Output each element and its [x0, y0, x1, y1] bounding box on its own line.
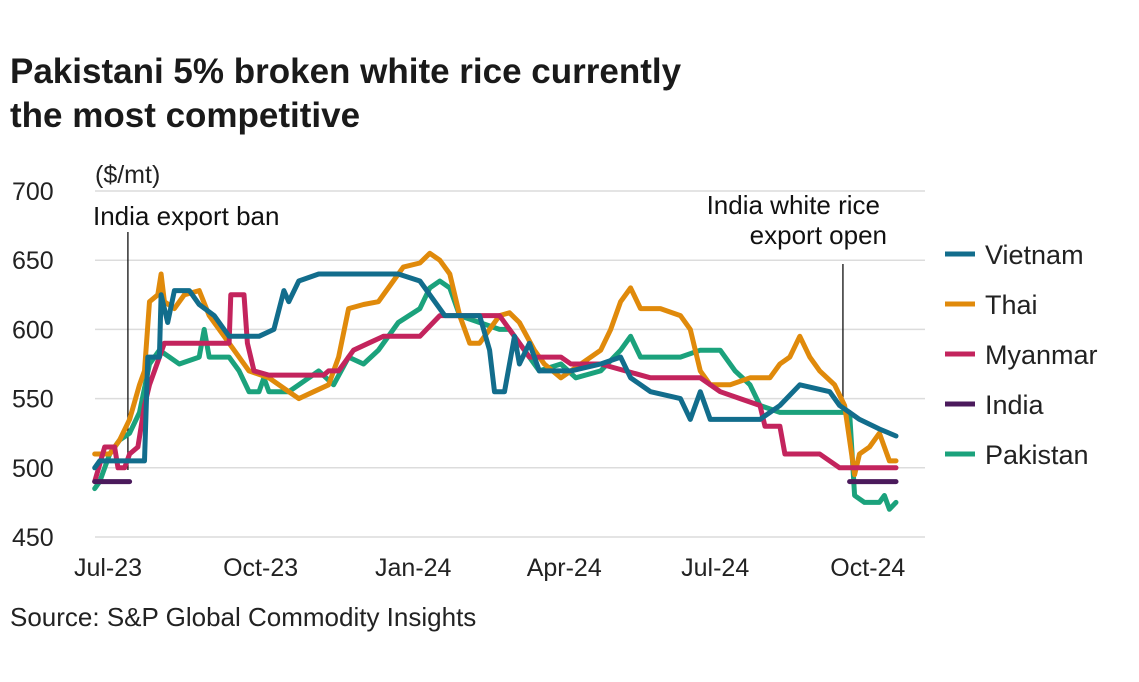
x-tick-label: Jan-24 — [375, 554, 452, 582]
series-line-thai — [92, 250, 899, 478]
series-line-myanmar — [92, 292, 899, 485]
annotation-label: export open — [750, 220, 887, 250]
y-tick-label: 600 — [12, 316, 54, 344]
y-axis-unit: ($/mt) — [95, 161, 160, 189]
source-note: Source: S&P Global Commodity Insights — [10, 602, 477, 632]
annotation-label: India white rice — [707, 190, 880, 220]
y-tick-label: 650 — [12, 247, 54, 275]
legend-label: Pakistan — [985, 440, 1089, 470]
x-tick-label: Apr-24 — [527, 554, 602, 582]
x-tick-label: Jul-24 — [681, 554, 749, 582]
series-line-pakistan — [92, 278, 899, 512]
x-tick-label: Oct-24 — [830, 554, 905, 582]
legend-label: Myanmar — [985, 340, 1098, 370]
legend-label: Thai — [985, 290, 1038, 320]
legend-label: India — [985, 390, 1045, 420]
y-tick-label: 450 — [12, 524, 54, 552]
series-line-vietnam — [92, 271, 899, 471]
legend-label: Vietnam — [985, 240, 1084, 270]
y-tick-label: 500 — [12, 455, 54, 483]
x-tick-label: Jul-23 — [74, 554, 142, 582]
x-tick-label: Oct-23 — [223, 554, 298, 582]
chart-title: Pakistani 5% broken white rice currently… — [10, 52, 682, 135]
y-tick-label: 550 — [12, 386, 54, 414]
annotation-label: India export ban — [93, 201, 279, 231]
y-tick-label: 700 — [12, 178, 54, 206]
